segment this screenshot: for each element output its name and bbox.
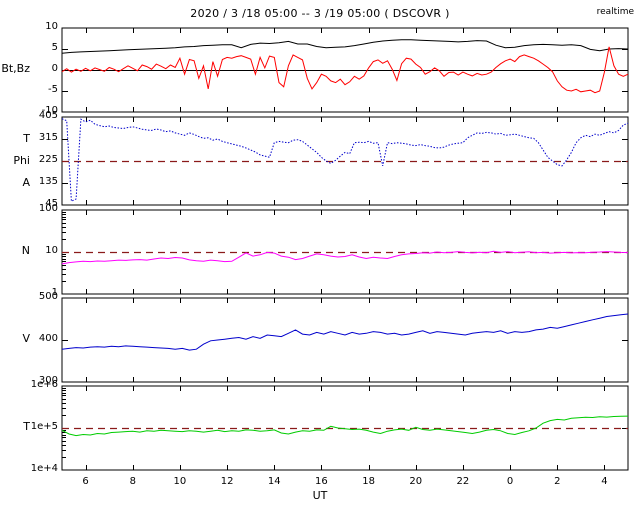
series-T (62, 416, 628, 436)
x-tick-label: 16 (315, 476, 328, 487)
series-N (62, 251, 628, 264)
y-tick-label: 135 (38, 176, 58, 187)
x-tick-label: 20 (409, 476, 423, 487)
panel-label-density: N (21, 244, 30, 257)
page-title: 2020 / 3 /18 05:00 -- 3 /19 05:00 ( DSCO… (190, 7, 450, 20)
series-Bt (62, 40, 628, 53)
x-tick-label: 14 (267, 476, 281, 487)
x-tick-label: 12 (220, 476, 234, 487)
y-tick-label: 400 (38, 333, 58, 344)
series-Bz (62, 47, 628, 93)
x-tick-label: 2 (554, 476, 561, 487)
y-tick-label: 1e+5 (30, 421, 58, 432)
y-tick-label: 225 (38, 154, 58, 165)
x-tick-label: 4 (601, 476, 608, 487)
y-tick-label: 405 (38, 110, 58, 121)
y-tick-label: 300 (38, 375, 58, 386)
y-tick-label: 100 (38, 203, 58, 214)
realtime-label: realtime (596, 7, 634, 17)
y-tick-label: 5 (51, 42, 58, 53)
x-tick-label: 6 (82, 476, 89, 487)
y-tick-label: 10 (45, 21, 58, 32)
x-axis-label: UT (312, 489, 328, 502)
y-tick-label: 315 (38, 132, 58, 143)
y-tick-label: 500 (38, 291, 58, 302)
y-tick-label: 0 (51, 63, 58, 74)
series-Phi (62, 119, 628, 202)
panel-frame-velocity (61, 297, 629, 383)
y-tick-label: -5 (48, 84, 58, 95)
panel-label-a: A (22, 176, 30, 189)
y-tick-label: 10 (45, 245, 58, 256)
panel-label-temperature: T (23, 420, 30, 433)
panel-label-phi: Phi (13, 154, 30, 167)
y-tick-label: 1e+4 (30, 463, 58, 474)
y-tick-label: 45 (45, 198, 58, 209)
series-V (62, 314, 628, 350)
x-tick-label: 8 (129, 476, 136, 487)
x-tick-label: 10 (173, 476, 187, 487)
panel-label-velocity: V (22, 332, 30, 345)
y-tick-label: -10 (41, 105, 58, 116)
x-tick-label: 22 (456, 476, 470, 487)
x-tick-label: 0 (506, 476, 514, 487)
panel-label-magnetic-field: Bt,Bz (1, 62, 30, 75)
y-tick-label: 1e+6 (30, 379, 58, 390)
panel-label-t: T (23, 132, 30, 145)
x-tick-label: 18 (362, 476, 375, 487)
y-tick-label: 1 (51, 287, 58, 298)
